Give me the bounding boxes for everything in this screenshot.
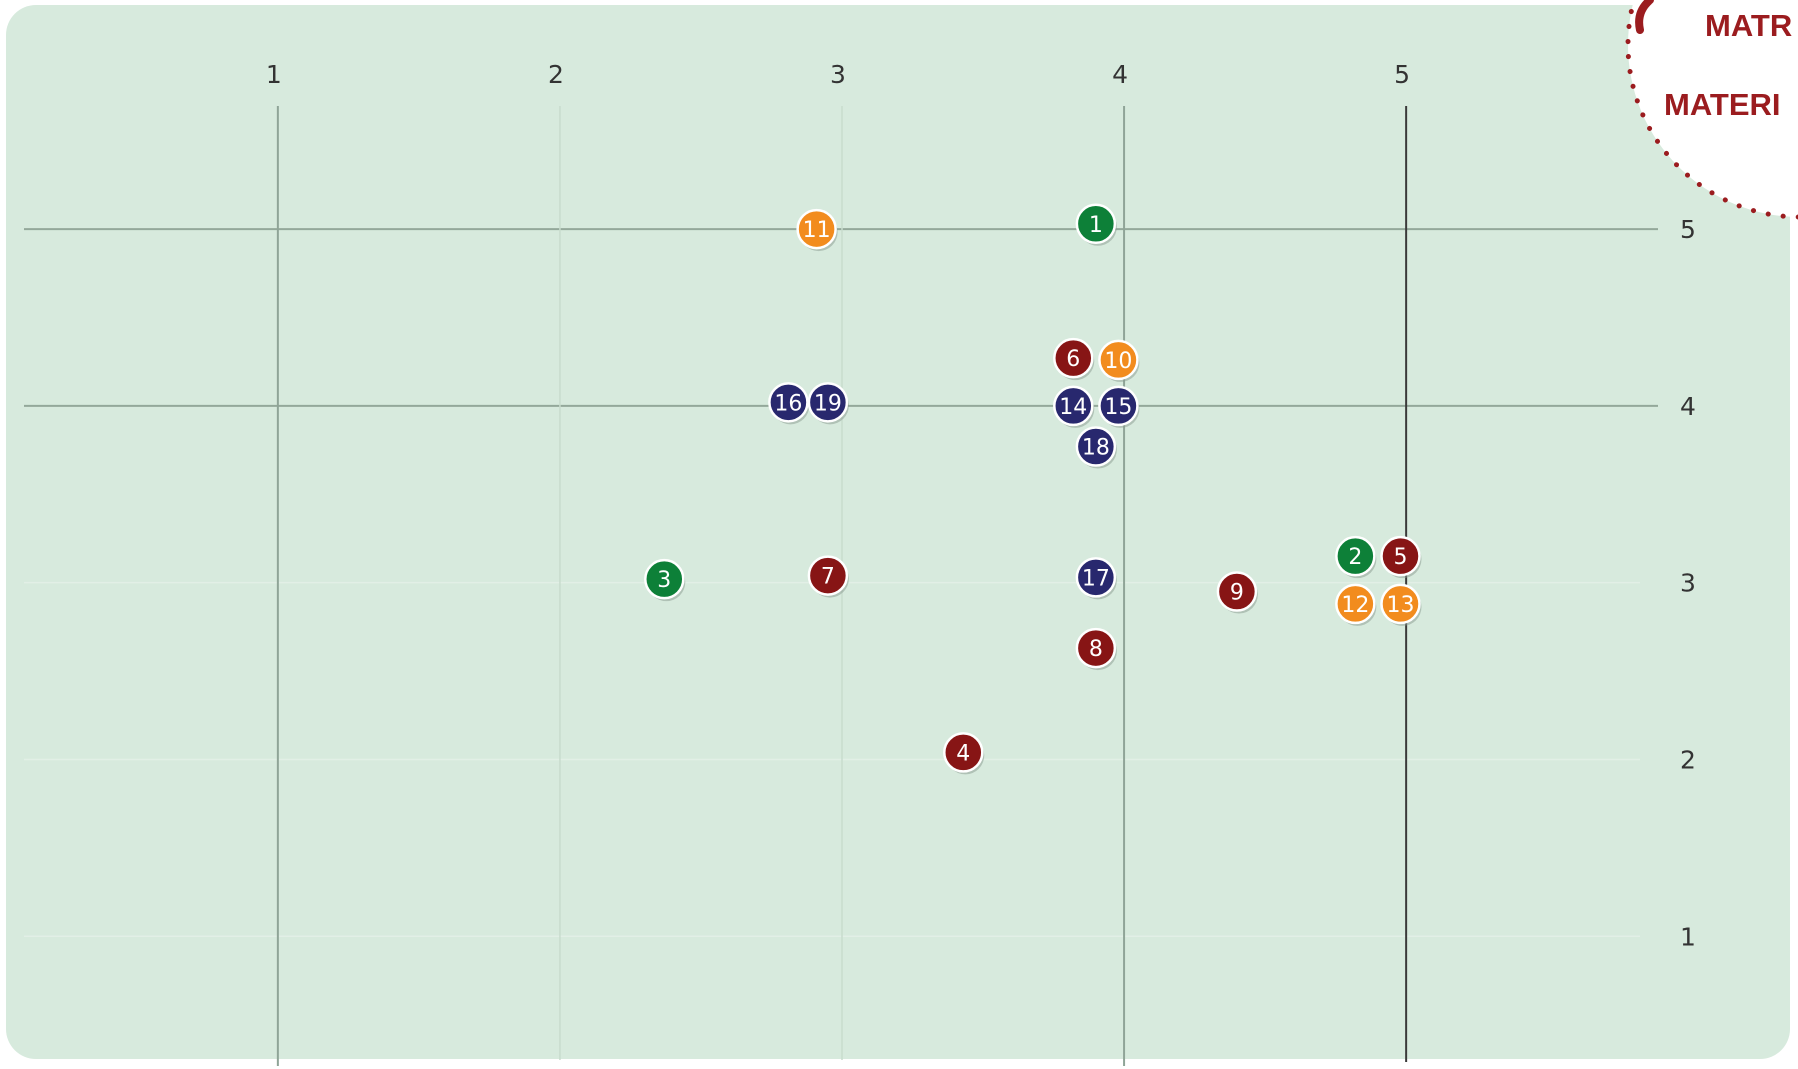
point-label: 11 [803, 218, 831, 243]
corner-badge: MATR MATERI [1625, 0, 1798, 220]
point-marker [1216, 571, 1258, 612]
point-marker [1335, 583, 1376, 625]
data-point: 15 [1098, 385, 1140, 428]
point-label: 5 [1393, 545, 1407, 570]
point-marker [1053, 385, 1094, 427]
point-label: 13 [1386, 593, 1414, 618]
point-label: 1 [1089, 213, 1103, 238]
data-point: 13 [1380, 583, 1422, 626]
badge-arc [1635, 0, 1654, 34]
data-point: 18 [1075, 426, 1117, 469]
point-label: 8 [1089, 637, 1103, 662]
point-label: 17 [1082, 566, 1110, 591]
point-label: 12 [1341, 593, 1369, 618]
x-tick-label: 1 [266, 60, 282, 89]
x-tick-label: 3 [830, 60, 846, 89]
point-marker [807, 555, 849, 596]
point-marker [1098, 385, 1139, 427]
point-marker [1075, 426, 1117, 467]
point-marker [1098, 339, 1139, 381]
data-point: 8 [1075, 627, 1117, 671]
data-point: 2 [1335, 535, 1377, 579]
point-label: 14 [1059, 395, 1087, 420]
point-label: 4 [956, 741, 970, 766]
point-marker [644, 558, 685, 600]
point-label: 15 [1104, 395, 1132, 420]
point-label: 3 [657, 568, 671, 593]
badge-circle [1625, 0, 1798, 220]
data-point: 3 [644, 558, 686, 602]
x-tick-label: 5 [1394, 60, 1410, 89]
data-point: 7 [807, 555, 849, 598]
badge-line-1: MATR [1705, 8, 1792, 43]
point-label: 9 [1230, 581, 1244, 606]
point-marker [1380, 583, 1421, 625]
x-tick-label: 2 [548, 60, 564, 89]
data-point: 10 [1098, 339, 1140, 382]
x-tick-label: 4 [1112, 60, 1128, 89]
point-label: 6 [1066, 347, 1080, 372]
data-point: 6 [1053, 337, 1095, 381]
data-point: 5 [1380, 535, 1422, 579]
point-marker [943, 732, 984, 773]
data-point: 16 [768, 382, 810, 425]
point-marker [1380, 535, 1421, 577]
data-point: 11 [796, 208, 838, 252]
point-label: 7 [821, 565, 835, 590]
chart-panel [6, 5, 1790, 1059]
y-tick-label: 5 [1680, 215, 1696, 244]
point-label: 10 [1104, 349, 1132, 374]
data-point: 14 [1053, 385, 1095, 428]
data-point: 17 [1075, 557, 1117, 600]
point-marker [768, 382, 809, 423]
data-point: 9 [1216, 571, 1258, 614]
point-marker [1075, 627, 1117, 669]
y-tick-label: 2 [1680, 745, 1696, 774]
y-tick-label: 1 [1680, 922, 1696, 951]
data-point: 4 [943, 732, 985, 775]
point-marker [1053, 337, 1094, 379]
point-label: 2 [1348, 545, 1362, 570]
data-point: 19 [807, 382, 849, 425]
point-label: 19 [814, 391, 842, 416]
point-marker [807, 382, 849, 423]
y-tick-label: 4 [1680, 392, 1696, 421]
data-point: 12 [1335, 583, 1377, 626]
point-label: 18 [1082, 436, 1110, 461]
point-marker [796, 208, 837, 250]
point-marker [1075, 557, 1117, 598]
y-tick-label: 3 [1680, 569, 1696, 598]
data-point: 1 [1075, 203, 1117, 246]
point-marker [1075, 203, 1117, 245]
point-label: 16 [774, 391, 802, 416]
badge-line-2: MATERI [1664, 87, 1781, 122]
point-marker [1335, 535, 1376, 577]
